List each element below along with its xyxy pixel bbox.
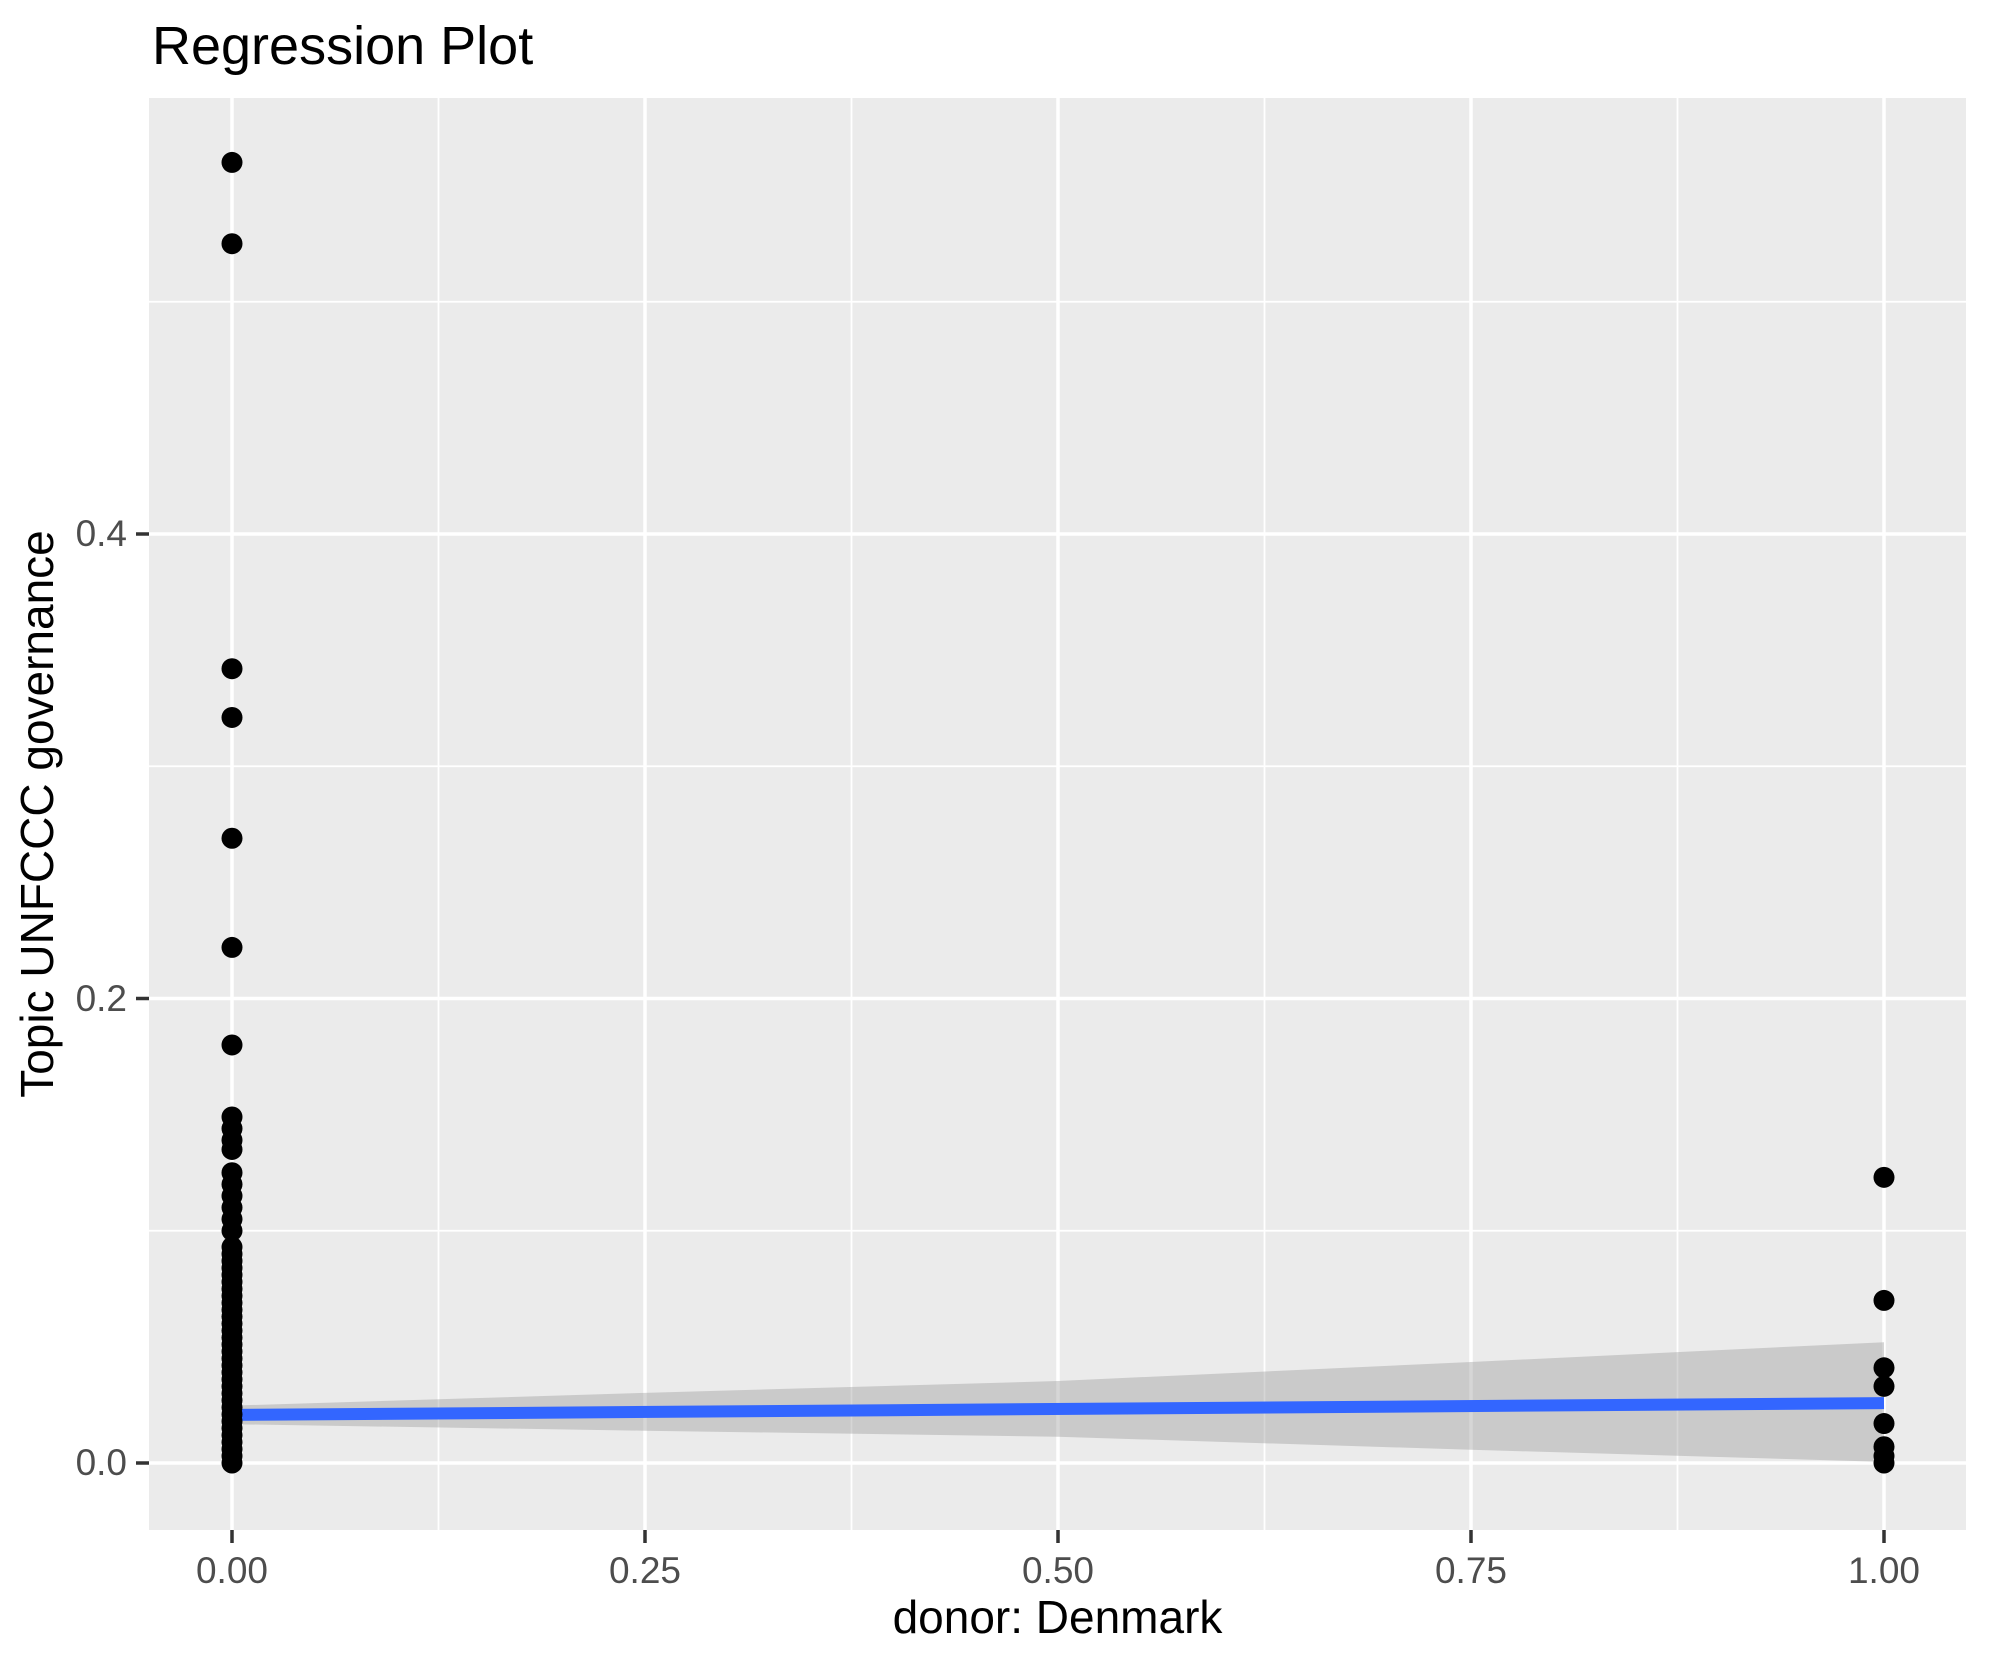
x-tick-label: 0.50 xyxy=(1021,1550,1094,1591)
regression-line xyxy=(231,1397,1885,1421)
x-tick-label: 0.25 xyxy=(608,1550,681,1591)
data-point xyxy=(1873,1452,1895,1474)
data-point xyxy=(221,151,243,173)
y-tick-label: 0.4 xyxy=(75,513,127,554)
data-point xyxy=(1873,1289,1895,1311)
data-point xyxy=(221,233,243,255)
x-tick-label: 0.75 xyxy=(1434,1550,1507,1591)
axis-tick-marks xyxy=(136,532,1886,1543)
data-points xyxy=(221,151,1895,1474)
data-point xyxy=(1873,1375,1895,1397)
data-point xyxy=(1873,1166,1895,1188)
major-gridlines xyxy=(149,98,1966,1530)
data-point xyxy=(221,1452,243,1474)
x-tick-label: 1.00 xyxy=(1847,1550,1920,1591)
data-point xyxy=(221,1034,243,1056)
y-tick-label: 0.0 xyxy=(75,1442,127,1483)
data-point xyxy=(221,706,243,728)
x-axis-title: donor: Denmark xyxy=(892,1591,1223,1643)
data-point xyxy=(1873,1413,1895,1435)
series-1 xyxy=(1873,1166,1895,1474)
data-point xyxy=(221,827,243,849)
data-point xyxy=(221,1138,243,1160)
confidence-band xyxy=(232,1342,1884,1462)
data-point xyxy=(1873,1357,1895,1379)
data-point xyxy=(221,658,243,680)
x-tick-label: 0.00 xyxy=(195,1550,268,1591)
series-0 xyxy=(221,151,243,1474)
data-point xyxy=(221,936,243,958)
y-tick-label: 0.2 xyxy=(75,977,127,1019)
data-point xyxy=(221,1220,243,1242)
plot-title: Regression Plot xyxy=(152,16,534,76)
